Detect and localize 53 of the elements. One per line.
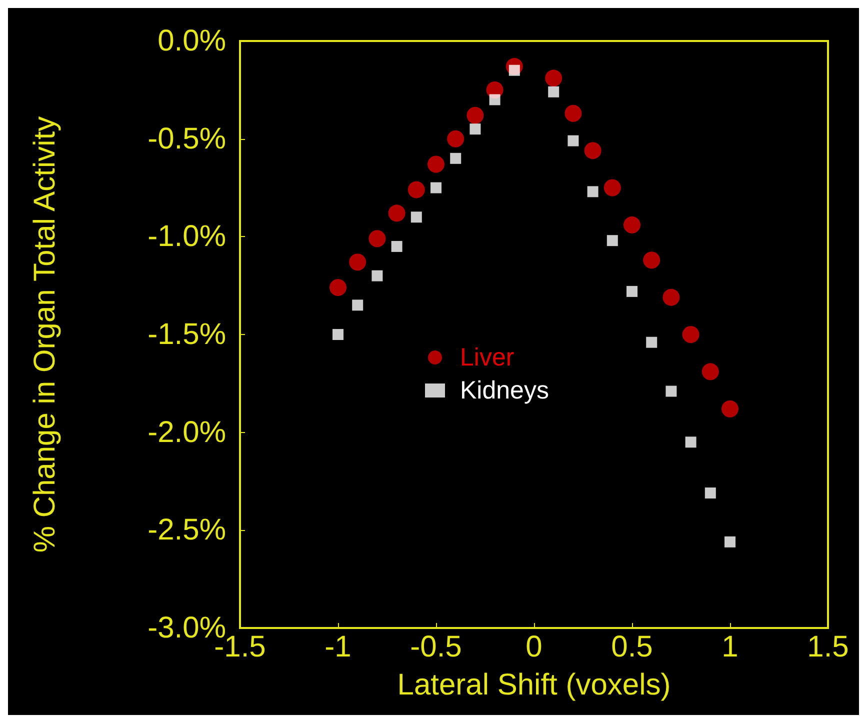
point (332, 329, 344, 340)
point (450, 152, 462, 164)
x-tick-label: -1 (324, 630, 352, 664)
point (724, 536, 736, 548)
x-tick-label: 1 (722, 630, 738, 664)
point (548, 86, 560, 98)
point (489, 94, 500, 106)
point (722, 400, 738, 418)
point (447, 130, 464, 148)
point (704, 487, 716, 498)
y-tick-label: -2.5% (148, 514, 226, 547)
point (568, 135, 579, 146)
y-tick-label: 0.0% (158, 24, 226, 58)
point (368, 230, 386, 248)
point (388, 204, 406, 222)
y-tick-label: -0.5% (148, 122, 226, 156)
point (685, 436, 696, 448)
point (624, 216, 640, 234)
x-tick-label: 0 (526, 630, 542, 664)
legend-label: Liver (460, 344, 514, 372)
point (662, 288, 680, 306)
point (410, 212, 422, 223)
legend-label: Kidneys (460, 376, 549, 404)
point (606, 235, 618, 246)
point (372, 270, 383, 282)
point (349, 254, 366, 271)
point (466, 106, 484, 124)
point (545, 70, 562, 87)
point (584, 142, 602, 160)
point (626, 286, 638, 297)
x-tick-label: 0.5 (611, 630, 653, 664)
y-tick-label: -2.0% (148, 416, 226, 449)
point (330, 279, 346, 296)
x-axis-title: Lateral Shift (voxels) (397, 668, 671, 702)
point (643, 252, 660, 269)
x-tick-label: -0.5 (410, 630, 462, 664)
point (430, 182, 442, 194)
point (682, 326, 700, 343)
point (702, 363, 719, 380)
point (352, 300, 364, 311)
point (470, 124, 481, 135)
point (646, 336, 658, 348)
x-tick-label: 1.5 (807, 630, 849, 664)
point (391, 240, 402, 252)
point (604, 179, 621, 196)
point (587, 186, 598, 198)
point (428, 156, 444, 173)
y-tick-label: -1.0% (148, 220, 226, 254)
point (408, 181, 425, 198)
y-tick-label: -1.5% (148, 318, 226, 351)
point (564, 104, 582, 122)
y-axis-title: % Change in Organ Total Activity (28, 116, 62, 553)
point (666, 386, 677, 397)
